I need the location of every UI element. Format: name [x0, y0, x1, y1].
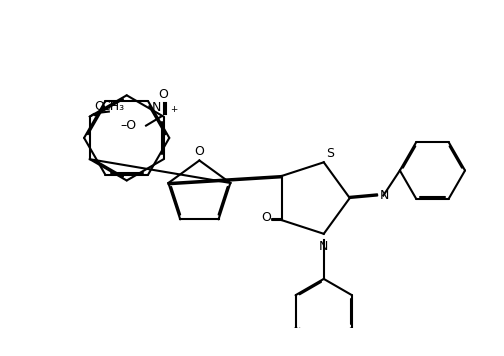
Text: –O: –O — [120, 119, 136, 132]
Text: O: O — [94, 100, 104, 112]
Text: O: O — [159, 88, 168, 100]
Text: +: + — [170, 105, 177, 114]
Text: S: S — [326, 147, 334, 160]
Text: O: O — [195, 145, 204, 158]
Text: N: N — [152, 101, 161, 114]
Text: O: O — [261, 211, 271, 224]
Text: CH₃: CH₃ — [101, 100, 124, 112]
Text: N: N — [319, 240, 329, 253]
Text: N: N — [380, 189, 389, 202]
